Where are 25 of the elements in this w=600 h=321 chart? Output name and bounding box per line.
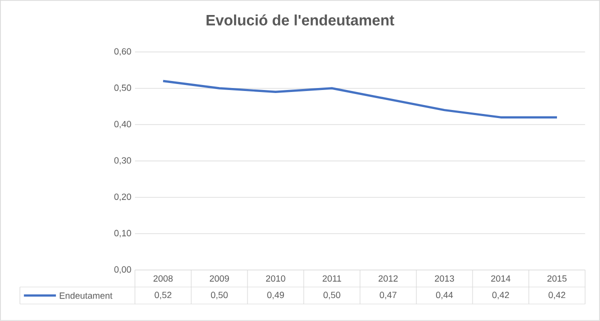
data-label: 0,42 xyxy=(492,292,509,300)
y-tick-label: 0,20 xyxy=(114,194,132,202)
x-tick-label: 2013 xyxy=(434,275,454,282)
y-tick-label: 0,10 xyxy=(114,230,132,238)
data-label: 0,47 xyxy=(380,292,396,300)
x-tick-label: 2012 xyxy=(378,275,398,282)
y-tick-label: 0,00 xyxy=(114,266,132,274)
y-tick-label: 0,60 xyxy=(114,48,132,56)
x-tick-label: 2009 xyxy=(210,275,229,282)
data-label: 0,50 xyxy=(210,292,228,300)
data-label: 0,49 xyxy=(267,292,284,300)
y-tick-label: 0,30 xyxy=(114,157,132,165)
chart-title: Evolució de l'endeutament xyxy=(206,14,394,26)
legend-label: Endeutament xyxy=(60,292,112,299)
x-tick-label: 2011 xyxy=(322,275,342,282)
x-tick-label: 2014 xyxy=(491,275,510,282)
x-tick-label: 2015 xyxy=(547,275,567,282)
data-label: 0,42 xyxy=(548,292,566,300)
data-label: 0,52 xyxy=(154,292,172,300)
y-tick-label: 0,40 xyxy=(114,120,132,128)
y-tick-label: 0,50 xyxy=(114,84,132,92)
data-label: 0,44 xyxy=(436,292,453,300)
data-label: 0,50 xyxy=(324,292,340,300)
x-tick-label: 2008 xyxy=(154,275,173,282)
x-tick-label: 2010 xyxy=(266,275,286,282)
